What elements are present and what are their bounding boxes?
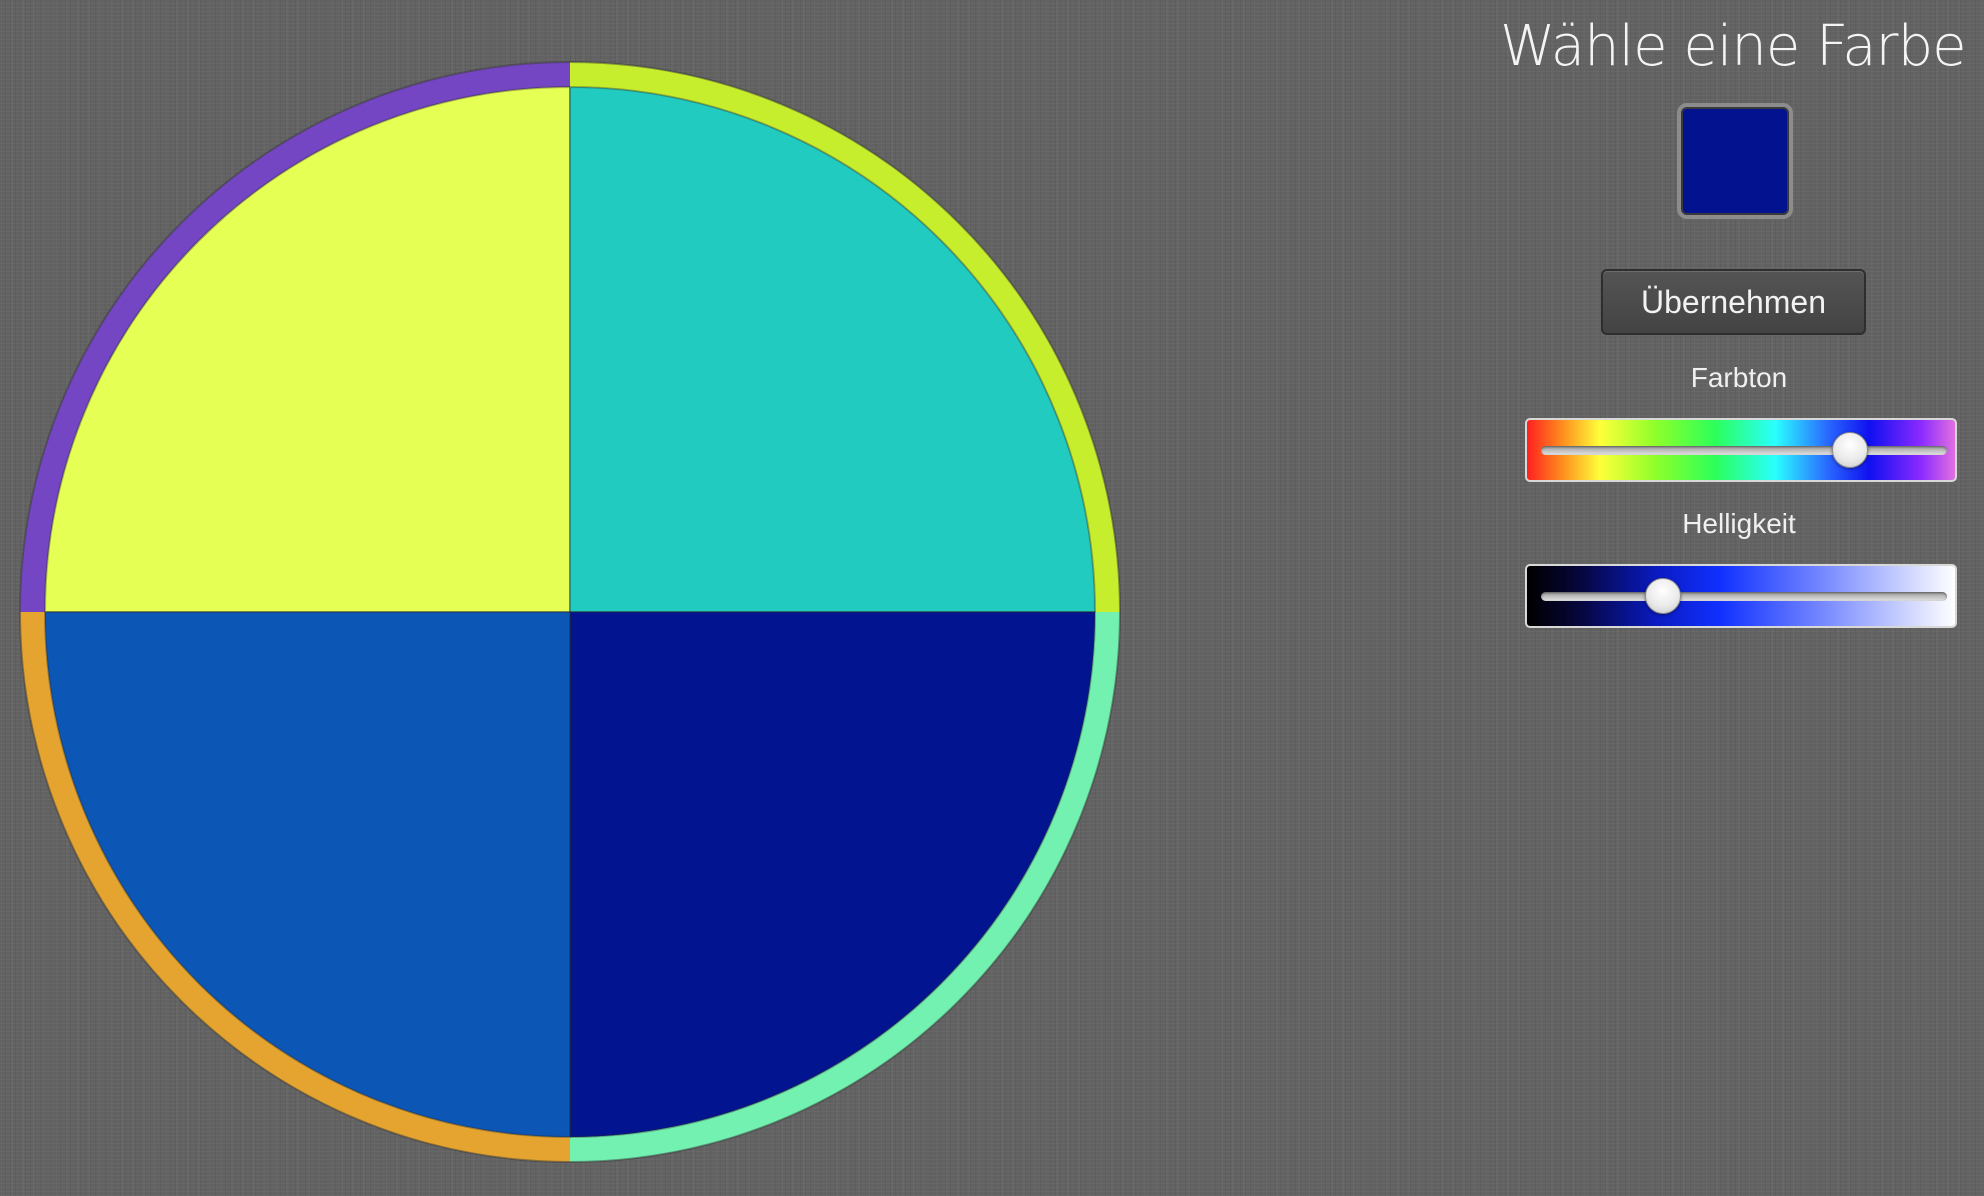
- hue-label: Farbton: [1690, 362, 1788, 393]
- brightness-slider-thumb[interactable]: [1644, 578, 1681, 614]
- color-picker-panel: Wähle eine Farbe Übernehmen Farbton Hell…: [1500, 0, 1984, 1196]
- wheel-segment-bottom-right[interactable]: [569, 611, 1097, 1139]
- color-wheel: [19, 61, 1121, 1163]
- selected-color-preview: [1677, 103, 1793, 219]
- hue-slider-thumb[interactable]: [1831, 432, 1868, 468]
- apply-button[interactable]: Übernehmen: [1601, 269, 1866, 335]
- wheel-segment-top-left[interactable]: [43, 85, 571, 613]
- wheel-segment-bottom-left[interactable]: [43, 611, 571, 1139]
- brightness-slider[interactable]: [1525, 564, 1957, 628]
- wheel-outline: [19, 61, 1121, 1163]
- brightness-label: Helligkeit: [1682, 508, 1796, 539]
- wheel-segment-top-right[interactable]: [569, 85, 1097, 613]
- hue-slider-track[interactable]: [1541, 446, 1947, 455]
- brightness-slider-track[interactable]: [1541, 592, 1947, 601]
- hue-slider[interactable]: [1525, 418, 1957, 482]
- page-title: Wähle eine Farbe: [1500, 14, 1967, 79]
